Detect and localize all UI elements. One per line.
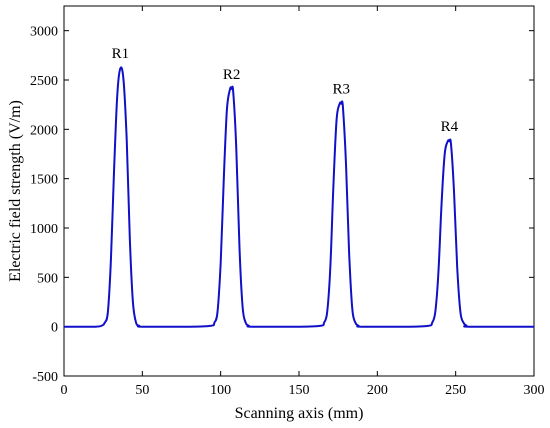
y-axis-title: Electric field strength (V/m) <box>7 100 24 282</box>
axis-ticks: 0 50 100 150 200 250 300-500050010001500200025… <box>30 6 545 398</box>
y-tick-label: 1500 <box>30 173 58 188</box>
x-tick-label: 250 <box>445 383 466 398</box>
x-tick-label: 200 <box>367 383 388 398</box>
x-tick-label: 150 <box>289 383 310 398</box>
y-tick-label: 2500 <box>30 74 58 89</box>
x-tick-label: 100 <box>210 383 231 398</box>
peak-label-r1: R1 <box>112 46 130 62</box>
x-tick-label: 50 <box>135 383 149 398</box>
x-tick-label: 0 <box>61 383 68 398</box>
x-tick-label: 300 <box>524 383 545 398</box>
peak-label-r4: R4 <box>441 119 459 135</box>
peak-labels: R1 R2 R3 R4 <box>112 46 459 135</box>
peak-label-r2: R2 <box>223 67 241 83</box>
y-tick-label: 1000 <box>30 222 58 237</box>
y-tick-label: 0 <box>51 321 58 336</box>
y-tick-label: 3000 <box>30 25 58 40</box>
peak-label-r3: R3 <box>333 82 351 98</box>
y-tick-label: -500 <box>32 370 58 385</box>
y-tick-label: 2000 <box>30 123 58 138</box>
x-axis-title: Scanning axis (mm) <box>235 405 364 422</box>
y-tick-label: 500 <box>37 271 58 286</box>
series-line <box>63 66 535 328</box>
